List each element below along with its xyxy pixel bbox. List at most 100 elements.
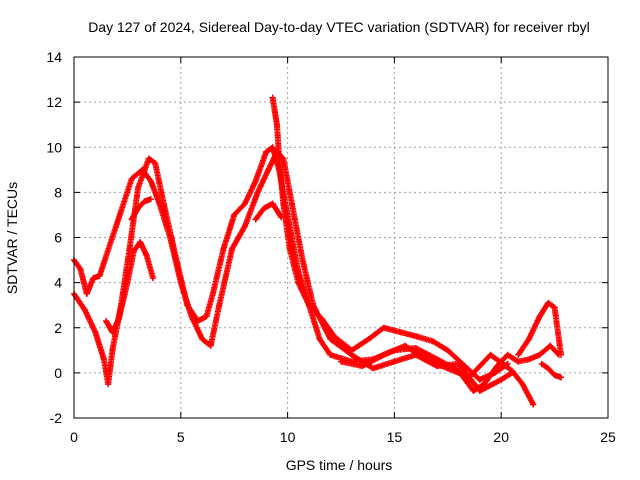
data-point [338, 358, 344, 365]
data-point [152, 160, 159, 167]
data-point [263, 148, 270, 155]
data-point [156, 200, 163, 207]
data-point [558, 351, 565, 358]
series-satellite-track-D [128, 196, 154, 223]
data-point [391, 358, 398, 365]
data-point [229, 245, 236, 252]
y-tick-label: 8 [54, 184, 62, 200]
data-point [551, 372, 558, 379]
data-point [135, 184, 142, 191]
data-point [147, 178, 154, 185]
y-axis-label: SDTVAR / TECUs [4, 182, 20, 294]
chart-title: Day 127 of 2024, Sidereal Day-to-day VTE… [88, 19, 590, 35]
data-point [397, 329, 404, 336]
data-point [90, 275, 97, 282]
series-satellite-track-C [103, 239, 157, 336]
data-point [498, 376, 505, 383]
data-point [280, 200, 287, 207]
data-point [286, 245, 293, 252]
data-point [83, 290, 90, 297]
data-point [380, 351, 387, 358]
x-tick-label: 25 [600, 429, 616, 445]
data-point [519, 381, 526, 388]
data-point [536, 351, 543, 358]
data-point [231, 211, 238, 218]
data-point [100, 356, 107, 363]
data-point [167, 234, 174, 241]
y-tick-label: 2 [54, 320, 62, 336]
data-point [216, 302, 223, 309]
data-point [77, 266, 84, 273]
data-point [461, 363, 468, 370]
data-point [252, 178, 259, 185]
data-point [273, 121, 280, 128]
data-point [359, 363, 366, 370]
data-point [115, 315, 122, 322]
data-point [327, 351, 334, 358]
data-point [241, 223, 248, 230]
data-point [551, 304, 558, 311]
y-tick-label: 12 [46, 94, 62, 110]
data-point [130, 248, 137, 255]
data-point [271, 108, 278, 115]
x-axis-label: GPS time / hours [286, 457, 393, 473]
data-point [423, 356, 430, 363]
y-tick-label: -2 [50, 410, 63, 426]
data-point [487, 351, 494, 358]
data-point [147, 196, 154, 203]
data-point [476, 376, 483, 383]
series-satellite-track-F [269, 94, 511, 383]
data-point [558, 374, 565, 381]
data-point [81, 306, 88, 313]
data-point [150, 275, 157, 282]
data-point [370, 365, 377, 372]
axis-ticks: 0 5 10 15 20 25 -2 0 2 4 6 8 10 12 14 [46, 49, 616, 445]
data-point [109, 329, 116, 336]
x-tick-label: 10 [280, 429, 296, 445]
data-point [470, 387, 477, 394]
data-point [103, 317, 110, 324]
data-point [137, 239, 144, 246]
data-point [288, 200, 295, 207]
data-point [545, 365, 552, 372]
x-tick-label: 0 [70, 429, 78, 445]
data-point [536, 313, 543, 320]
data-point [466, 374, 473, 381]
data-point [141, 198, 148, 205]
x-tick-label: 20 [493, 429, 509, 445]
x-tick-label: 15 [387, 429, 403, 445]
data-point [252, 216, 259, 223]
data-point [365, 336, 372, 343]
data-point [444, 347, 451, 354]
data-point [145, 155, 152, 162]
series-satellite-track-B [71, 148, 515, 394]
series-satellite-track-I [538, 360, 565, 381]
data-point [299, 257, 306, 264]
data-point [414, 333, 421, 340]
data-point [188, 313, 195, 320]
grid-lines [74, 57, 608, 418]
data-point [128, 216, 135, 223]
data-point [331, 333, 338, 340]
data-point [545, 299, 552, 306]
data-point [538, 360, 545, 367]
data-points [71, 94, 565, 408]
data-point [525, 356, 532, 363]
series-markers [515, 299, 564, 358]
data-point [209, 290, 216, 297]
series-satellite-track-G [338, 342, 537, 408]
series-satellite-track-H [515, 299, 565, 358]
data-point [305, 302, 312, 309]
data-point [380, 324, 387, 331]
data-point [207, 342, 214, 349]
data-point [444, 365, 451, 372]
data-point [269, 200, 276, 207]
data-point [199, 336, 206, 343]
data-point [555, 336, 562, 343]
data-point [241, 200, 248, 207]
data-point [128, 175, 135, 182]
data-point [143, 252, 150, 259]
y-tick-label: 4 [54, 275, 62, 291]
data-point [515, 358, 522, 365]
